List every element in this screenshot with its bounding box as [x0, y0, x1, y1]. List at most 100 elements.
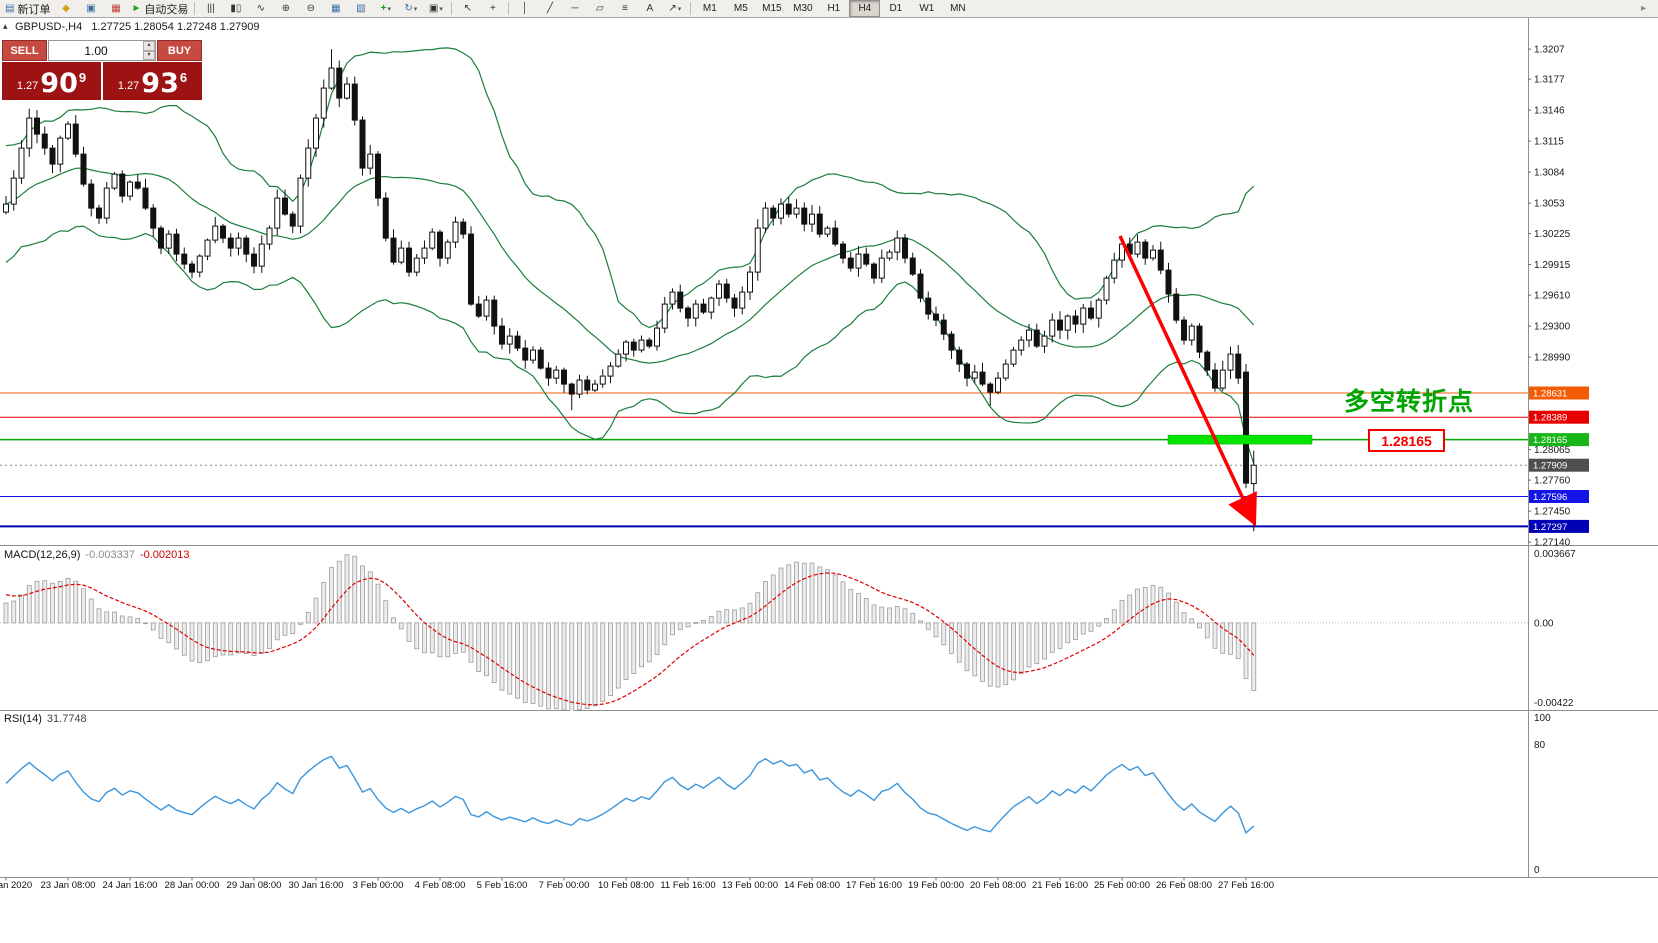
rsi-label: RSI(14)	[4, 713, 42, 725]
timeframe-m1-button[interactable]: M1	[702, 3, 717, 14]
cursor-tool-button[interactable]: ↖	[455, 0, 480, 18]
arrange-windows-button[interactable]: ▧	[348, 0, 373, 18]
sell-price-sup: 9	[78, 70, 87, 85]
svg-text:11 Feb 16:00: 11 Feb 16:00	[660, 880, 715, 891]
chart-window-button[interactable]: ▣	[78, 0, 103, 18]
new-order-button[interactable]: ▤ 新订单	[5, 2, 51, 16]
timeframe-m30-button[interactable]: M30	[793, 3, 813, 14]
svg-text:1.28165: 1.28165	[1533, 435, 1567, 446]
svg-text:1.3207: 1.3207	[1534, 45, 1565, 56]
toolbar-separator	[508, 2, 510, 15]
svg-text:1.27909: 1.27909	[1533, 461, 1567, 472]
buy-price-big: 93	[141, 68, 179, 99]
symbol-timeframe-label: GBPUSD-,H4	[15, 21, 83, 33]
line-chart-icon: ∿	[256, 2, 266, 14]
svg-text:20 Feb 08:00: 20 Feb 08:00	[970, 880, 1026, 891]
svg-text:1.27450: 1.27450	[1534, 507, 1571, 518]
zoom-in-button[interactable]: ⊕	[273, 0, 298, 18]
timeframe-h4-button[interactable]: H4	[849, 0, 881, 17]
horizontal-line-tool-button[interactable]: ─	[562, 0, 587, 18]
svg-text:30 Jan 16:00: 30 Jan 16:00	[289, 880, 344, 891]
svg-text:1.28065: 1.28065	[1534, 445, 1571, 456]
mql-community-button[interactable]: ◆	[53, 0, 78, 18]
rsi-header: RSI(14) 31.7748	[4, 713, 87, 725]
profiles-button[interactable]: ▦	[103, 0, 128, 18]
svg-text:1.3115: 1.3115	[1534, 137, 1564, 148]
dropdown-caret-icon: ▾	[413, 5, 418, 13]
bar-chart-icon: |||	[206, 2, 215, 14]
chart-shift-icon: ▸	[1640, 2, 1647, 14]
svg-text:1.28389: 1.28389	[1533, 413, 1567, 424]
svg-text:0.00: 0.00	[1534, 618, 1554, 629]
fibonacci-icon: ≡	[621, 2, 628, 14]
timeframe-w1-button[interactable]: W1	[919, 3, 935, 14]
svg-text:23 Jan 08:00: 23 Jan 08:00	[41, 880, 96, 891]
tile-windows-button[interactable]: ▦	[323, 0, 348, 18]
svg-text:3 Feb 00:00: 3 Feb 00:00	[353, 880, 404, 891]
svg-text:80: 80	[1534, 740, 1546, 751]
zoom-out-icon: ⊖	[306, 2, 316, 14]
sell-price-button[interactable]: 1.27 90 9	[2, 62, 101, 100]
refresh-icon: ↻	[404, 2, 413, 14]
volume-increase-icon[interactable]: ▴	[143, 41, 155, 51]
dropdown-caret-icon: ▾	[387, 5, 392, 13]
trendline-tool-button[interactable]: ╱	[537, 0, 562, 18]
tile-windows-icon: ▦	[331, 2, 341, 14]
toolbar-separator	[690, 2, 692, 15]
sell-price-prefix: 1.27	[16, 80, 39, 92]
chart-ohlc-header: GBPUSD-,H4 1.27725 1.28054 1.27248 1.279…	[15, 21, 260, 33]
add-indicator-icon: +	[380, 2, 387, 14]
svg-text:24 Jan 16:00: 24 Jan 16:00	[103, 880, 158, 891]
dropdown-caret-icon: ▾	[677, 5, 682, 13]
buy-button[interactable]: BUY	[157, 40, 202, 61]
bar-chart-button[interactable]: |||	[198, 0, 223, 18]
svg-text:0: 0	[1534, 865, 1540, 876]
new-order-icon: ▤	[5, 2, 15, 14]
sell-button[interactable]: SELL	[2, 40, 47, 61]
crosshair-icon: +	[489, 2, 496, 14]
svg-text:1.27297: 1.27297	[1533, 522, 1567, 533]
svg-text:0.003667: 0.003667	[1534, 549, 1576, 560]
one-click-collapse-icon[interactable]: ▴	[3, 21, 8, 31]
svg-text:1.3084: 1.3084	[1534, 168, 1565, 179]
level-price-callout[interactable]: 1.28165	[1368, 429, 1445, 452]
templates-icon: ▣	[428, 2, 439, 14]
vertical-line-tool-button[interactable]: │	[512, 0, 537, 18]
svg-text:14 Feb 08:00: 14 Feb 08:00	[784, 880, 840, 891]
svg-text:22 Jan 2020: 22 Jan 2020	[0, 880, 32, 891]
fibonacci-tool-button[interactable]: ≡	[612, 0, 637, 18]
volume-decrease-icon[interactable]: ▾	[143, 50, 155, 60]
svg-text:1.27596: 1.27596	[1533, 492, 1567, 503]
chart-window-icon: ▣	[86, 2, 96, 14]
templates-button[interactable]: ▣ ▾	[423, 0, 448, 18]
candle-chart-button[interactable]: ▮▯	[223, 0, 248, 18]
refresh-button[interactable]: ↻ ▾	[398, 0, 423, 18]
cursor-icon: ↖	[463, 2, 473, 14]
auto-trading-button[interactable]: ► 自动交易	[131, 2, 189, 16]
arrows-tool-button[interactable]: ↗ ▾	[662, 0, 687, 18]
channel-icon: ▱	[596, 2, 604, 14]
arrange-windows-icon: ▧	[356, 2, 366, 14]
line-chart-button[interactable]: ∿	[248, 0, 273, 18]
sell-price-big: 90	[40, 68, 78, 99]
turning-point-annotation[interactable]: 多空转折点	[1343, 388, 1474, 416]
timeframe-m15-button[interactable]: M15	[762, 3, 782, 14]
add-indicator-button[interactable]: + ▾	[373, 0, 398, 18]
timeframe-mn-button[interactable]: MN	[950, 3, 966, 14]
volume-input[interactable]	[49, 41, 144, 60]
zoom-out-button[interactable]: ⊖	[298, 0, 323, 18]
volume-field: ▴ ▾	[48, 40, 156, 61]
text-tool-button[interactable]: A	[637, 0, 662, 18]
timeframe-m5-button[interactable]: M5	[733, 3, 748, 14]
chart-shift-button[interactable]: ▸	[1631, 0, 1656, 18]
macd-value: -0.003337	[85, 549, 135, 561]
timeframe-d1-button[interactable]: D1	[889, 3, 903, 14]
buy-price-button[interactable]: 1.27 93 6	[103, 62, 202, 100]
channel-tool-button[interactable]: ▱	[587, 0, 612, 18]
toolbar-separator	[194, 2, 196, 15]
macd-header: MACD(12,26,9) -0.003337 -0.002013	[4, 549, 190, 561]
timeframe-h1-button[interactable]: H1	[827, 3, 841, 14]
crosshair-tool-button[interactable]: +	[480, 0, 505, 18]
svg-text:25 Feb 00:00: 25 Feb 00:00	[1094, 880, 1150, 891]
